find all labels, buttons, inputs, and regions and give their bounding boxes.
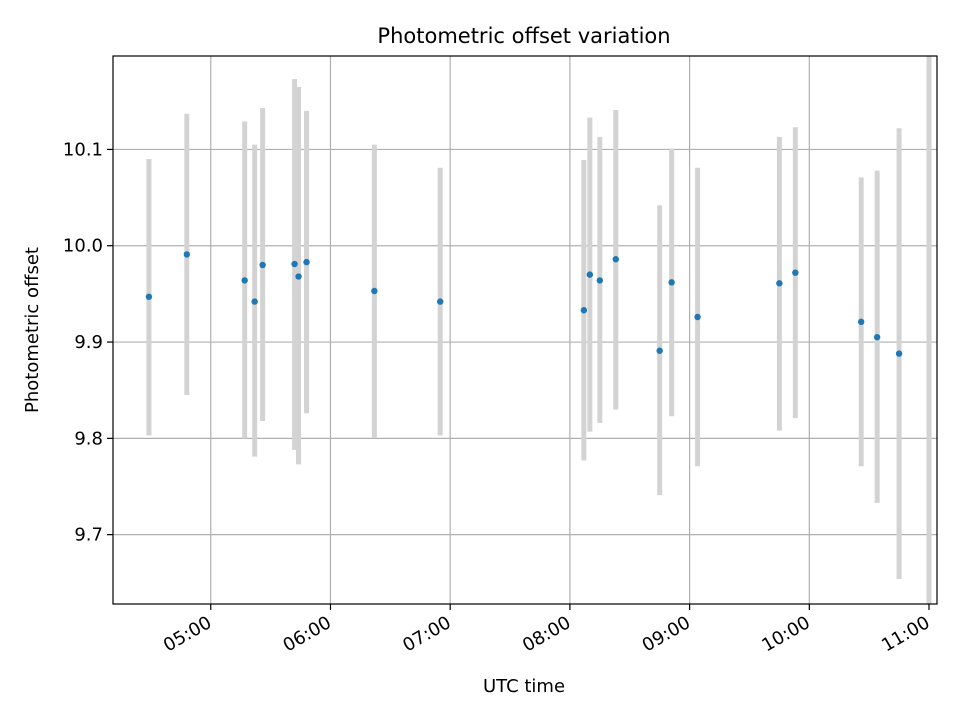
x-tick-label: 09:00 — [639, 612, 694, 656]
data-point — [291, 260, 298, 268]
data-point — [295, 273, 302, 280]
data-point — [303, 258, 310, 266]
y-tick-label: 9.8 — [74, 428, 103, 449]
x-tick-label: 06:00 — [280, 612, 335, 656]
data-point — [251, 298, 258, 305]
data-point — [895, 350, 903, 357]
plot-frame — [112, 55, 938, 605]
error-bars — [146, 56, 932, 604]
y-axis-label: Photometric offset — [22, 247, 43, 413]
x-tick-label: 07:00 — [399, 612, 454, 656]
data-point — [694, 313, 701, 321]
data-point — [776, 280, 783, 287]
data-point — [612, 256, 619, 263]
data-point — [668, 279, 675, 286]
y-tick-label: 10.1 — [63, 139, 103, 160]
grid — [113, 56, 937, 604]
x-tick-label: 05:00 — [160, 612, 215, 656]
y-axis-ticks: 9.7 9.8 9.9 10.0 10.1 — [63, 139, 113, 546]
y-tick-label: 10.0 — [63, 236, 103, 257]
chart-title: Photometric offset variation — [377, 24, 670, 48]
data-point — [437, 298, 444, 305]
data-point — [857, 318, 865, 326]
y-tick-label: 9.7 — [74, 525, 103, 546]
data-point — [656, 347, 663, 354]
x-tick-label: 10:00 — [758, 612, 813, 656]
y-tick-label: 9.9 — [74, 332, 103, 353]
data-points — [145, 251, 903, 357]
data-point — [241, 277, 248, 284]
x-axis-label: UTC time — [483, 676, 565, 697]
x-tick-label: 08:00 — [519, 612, 574, 656]
x-tick-label: 11:00 — [878, 612, 933, 656]
data-point — [259, 261, 266, 269]
x-axis-ticks: 05:00 06:00 07:00 08:00 09:00 10:00 11:00 — [160, 604, 934, 656]
data-point — [580, 307, 588, 314]
data-point — [371, 287, 378, 295]
data-point — [873, 334, 881, 341]
data-point — [792, 269, 799, 276]
data-point — [183, 251, 191, 258]
data-point — [586, 271, 594, 278]
data-point — [145, 293, 153, 300]
data-point — [596, 277, 604, 284]
